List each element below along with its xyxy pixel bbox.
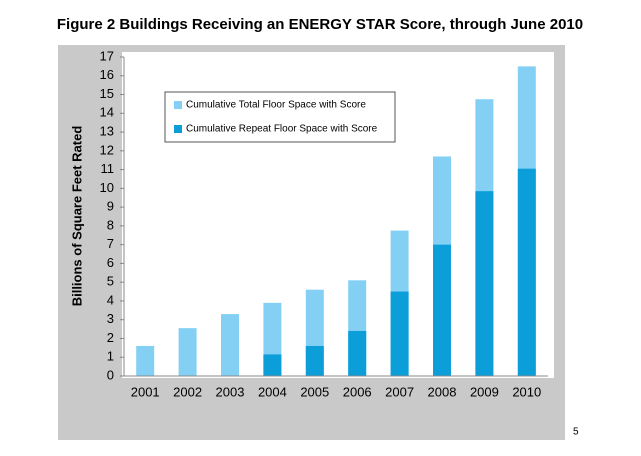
x-tick-label: 2002 (173, 384, 202, 399)
legend-box (164, 91, 396, 143)
bar (305, 345, 324, 376)
bar (433, 244, 451, 376)
legend-label: Cumulative Total Floor Space with Score (186, 100, 366, 111)
y-tick-label: 7 (107, 236, 114, 251)
x-tick-label: 2010 (512, 384, 541, 399)
y-tick-label: 13 (100, 123, 114, 138)
y-tick-label: 14 (100, 105, 114, 120)
legend-swatch (174, 101, 182, 109)
chart-title: Figure 2 Buildings Receiving an ENERGY S… (57, 16, 583, 33)
legend-swatch (174, 125, 182, 133)
y-tick-label: 6 (107, 255, 114, 270)
page-number: 5 (573, 427, 579, 438)
y-tick-label: 16 (100, 67, 114, 82)
bar (475, 191, 494, 376)
y-tick-label: 4 (107, 292, 114, 307)
x-tick-label: 2003 (216, 384, 245, 399)
bar (221, 314, 239, 376)
x-tick-label: 2004 (258, 384, 287, 399)
y-tick-label: 11 (101, 161, 115, 176)
x-tick-label: 2006 (343, 384, 372, 399)
y-tick-label: 5 (107, 274, 114, 289)
y-tick-label: 10 (100, 180, 114, 195)
x-tick-label: 2001 (131, 384, 160, 399)
y-tick-label: 8 (107, 217, 114, 232)
y-tick-label: 1 (107, 349, 114, 364)
y-tick-label: 9 (107, 199, 114, 214)
y-tick-label: 2 (107, 330, 114, 345)
bar (178, 328, 197, 376)
bar (136, 345, 155, 376)
y-tick-label: 3 (107, 311, 114, 326)
bar (348, 330, 367, 376)
bar (263, 354, 282, 376)
bar (390, 291, 409, 376)
y-axis-label: Billions of Square Feet Rated (69, 126, 84, 307)
y-tick-label: 15 (100, 86, 114, 101)
x-tick-label: 2008 (428, 384, 457, 399)
x-tick-label: 2009 (470, 384, 499, 399)
x-tick-label: 2007 (385, 384, 414, 399)
y-tick-label: 12 (100, 142, 114, 157)
legend-label: Cumulative Repeat Floor Space with Score (186, 124, 378, 135)
x-tick-label: 2005 (300, 384, 329, 399)
y-tick-label: 0 (107, 367, 114, 382)
bar (517, 168, 536, 376)
y-tick-label: 17 (100, 48, 114, 63)
